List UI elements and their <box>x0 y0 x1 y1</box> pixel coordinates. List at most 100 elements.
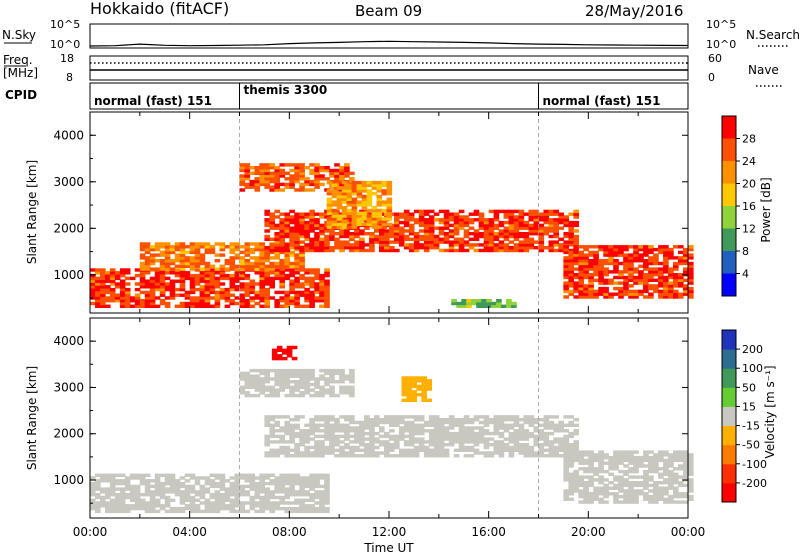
velocity-echo-cell <box>294 393 300 398</box>
velocity-echo-cell <box>339 440 345 444</box>
velocity-echo-cell <box>174 479 181 483</box>
velocity-echo-cell <box>254 504 261 508</box>
velocity-echo-cell <box>558 420 564 425</box>
cpid-segment-label: normal (fast) 151 <box>543 94 661 108</box>
power-echo-cell <box>518 232 525 236</box>
velocity-echo-cell <box>264 368 270 373</box>
power-echo-cell <box>381 200 388 204</box>
power-echo-cell <box>331 225 338 229</box>
velocity-echo-cell <box>408 454 415 458</box>
power-echo-cell <box>234 296 241 300</box>
velocity-echo-cell <box>369 426 375 430</box>
power-echo-cell <box>688 261 694 266</box>
power-echo-cell <box>224 267 231 271</box>
power-echo-cell <box>299 212 305 216</box>
velocity-echo-cell <box>144 493 151 497</box>
velocity-echo-cell <box>443 434 450 439</box>
power-echo-cell <box>239 256 246 260</box>
velocity-echo-cell <box>304 484 310 489</box>
power-echo-cell <box>249 285 256 289</box>
power-echo-cell <box>309 240 315 244</box>
power-echo-cell <box>214 271 221 275</box>
velocity-echo-cell <box>648 475 654 479</box>
velocity-echo-cell <box>239 490 246 494</box>
power-echo-cell <box>498 232 505 236</box>
power-echo-cell <box>331 200 338 204</box>
velocity-echo-cell <box>543 437 550 441</box>
velocity-echo-cell <box>399 418 405 422</box>
power-echo-cell <box>568 223 574 228</box>
velocity-echo-cell <box>593 497 599 501</box>
power-echo-cell <box>95 296 101 300</box>
velocity-echo-cell <box>269 504 275 508</box>
power-echo-cell <box>90 293 96 297</box>
power-echo-cell <box>259 282 265 286</box>
power-echo-cell <box>346 214 353 218</box>
velocity-echo-cell <box>169 509 176 514</box>
velocity-echo-cell <box>289 429 295 433</box>
power-echo-cell <box>254 247 261 252</box>
power-echo-cell <box>366 192 373 196</box>
power-echo-cell <box>294 174 300 178</box>
velocity-echo-cell <box>194 493 201 497</box>
power-echo-cell <box>339 166 345 170</box>
power-echo-cell <box>274 177 280 181</box>
velocity-echo-cell <box>364 426 370 430</box>
velocity-echo-cell <box>269 393 275 398</box>
velocity-echo-cell <box>179 506 186 511</box>
power-echo-cell <box>294 256 300 260</box>
power-echo-cell <box>274 240 280 244</box>
velocity-echo-cell <box>688 497 694 501</box>
velocity-echo-cell <box>518 418 525 422</box>
velocity-echo-cell <box>105 495 111 500</box>
velocity-echo-cell <box>264 415 270 419</box>
power-echo-cell <box>369 248 375 253</box>
velocity-echo-cell <box>189 484 196 489</box>
velocity-echo-cell <box>643 456 649 460</box>
velocity-echo-cell <box>329 423 335 427</box>
nsearch-label: N.Search <box>746 28 800 42</box>
velocity-echo-cell <box>294 380 300 384</box>
velocity-echo-cell <box>164 490 171 494</box>
velocity-echo-cell <box>473 443 480 447</box>
power-echo-cell <box>299 290 305 295</box>
velocity-echo-cell <box>224 498 231 502</box>
power-echo-cell <box>351 211 358 215</box>
power-echo-cell <box>284 256 290 260</box>
velocity-echo-cell <box>518 429 525 433</box>
velocity-echo-cell <box>418 443 425 447</box>
velocity-echo-cell <box>573 453 579 457</box>
power-echo-cell <box>279 276 285 281</box>
velocity-echo-cell <box>563 423 569 427</box>
velocity-echo-cell <box>406 387 412 391</box>
power-echo-cell <box>374 229 380 233</box>
velocity-echo-cell <box>588 464 594 468</box>
power-echo-cell <box>90 290 96 295</box>
velocity-echo-cell <box>623 469 629 474</box>
velocity-echo-cell <box>688 469 694 474</box>
velocity-echo-cell <box>294 415 300 419</box>
velocity-echo-cell <box>109 498 116 502</box>
velocity-echo-cell <box>339 388 345 392</box>
power-colorbar-swatch <box>722 228 736 252</box>
velocity-echo-cell <box>344 437 350 441</box>
velocity-echo-cell <box>314 445 320 450</box>
power-echo-cell <box>129 296 136 300</box>
power-echo-cell <box>95 276 101 281</box>
power-echo-cell <box>341 194 348 199</box>
power-colorbar-swatch <box>722 251 736 274</box>
velocity-echo-cell <box>119 509 126 514</box>
power-echo-cell <box>294 171 300 175</box>
velocity-echo-cell <box>309 445 315 450</box>
power-echo-cell <box>366 203 373 207</box>
power-echo-cell <box>174 245 181 249</box>
power-echo-cell <box>105 304 111 308</box>
velocity-echo-cell <box>563 415 569 419</box>
velocity-echo-cell <box>239 388 246 392</box>
power-echo-cell <box>339 171 345 175</box>
velocity-echo-cell <box>578 478 584 482</box>
power-echo-cell <box>174 293 181 297</box>
power-echo-cell <box>399 237 405 241</box>
power-echo-cell <box>274 246 280 250</box>
power-echo-cell <box>204 245 211 249</box>
